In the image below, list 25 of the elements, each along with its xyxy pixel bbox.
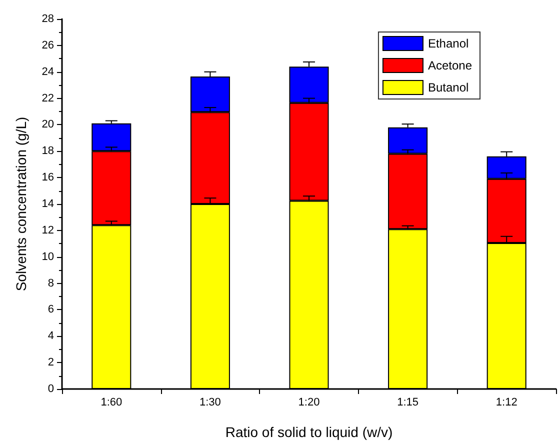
legend-label: Acetone xyxy=(428,58,472,72)
x-tick-label: 1:15 xyxy=(397,396,419,408)
y-axis-title: Solvents concentration (g/L) xyxy=(13,116,29,292)
y-tick-label: 2 xyxy=(48,356,54,369)
x-tick-label: 1:60 xyxy=(100,396,122,408)
y-tick-label: 26 xyxy=(42,39,54,52)
x-tick-label: 1:30 xyxy=(199,396,221,408)
y-tick-label: 18 xyxy=(42,145,54,158)
y-tick-label: 28 xyxy=(42,13,54,25)
y-tick-label: 22 xyxy=(42,92,54,104)
x-axis-title: Ratio of solid to liquid (w/v) xyxy=(225,424,393,440)
legend-label: Ethanol xyxy=(428,36,469,50)
y-tick-label: 0 xyxy=(48,383,54,395)
y-tick-label: 16 xyxy=(42,172,54,184)
x-tick-label: 1:20 xyxy=(298,396,320,408)
y-tick-label: 6 xyxy=(48,304,54,316)
y-tick-label: 8 xyxy=(48,277,54,290)
y-tick-label: 12 xyxy=(42,224,54,236)
legend-label: Butanol xyxy=(428,80,469,94)
y-tick-label: 4 xyxy=(48,330,54,342)
x-tick-label: 1:12 xyxy=(496,396,518,408)
y-tick-label: 20 xyxy=(42,118,54,131)
y-tick-label: 24 xyxy=(42,66,54,78)
y-tick-label: 14 xyxy=(42,198,54,210)
y-tick-label: 10 xyxy=(42,250,54,263)
